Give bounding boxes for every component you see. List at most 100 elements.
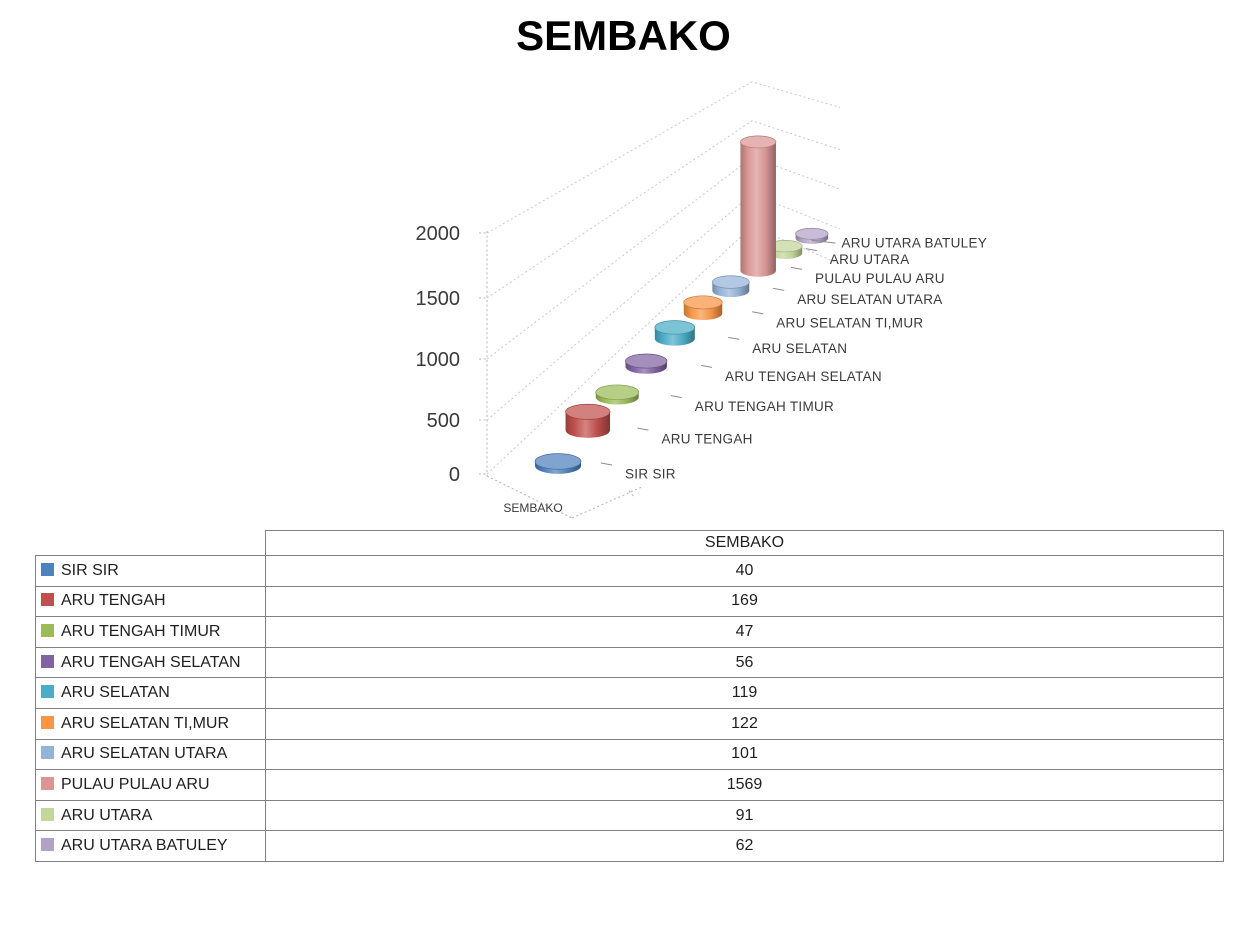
- series-label-tick: [700, 364, 713, 368]
- legend-swatch: [41, 838, 54, 852]
- series-axis-line: [571, 486, 643, 519]
- cylinder-aru-tengah: [565, 403, 611, 438]
- series-label-tick: [752, 311, 764, 315]
- table-row: ARU TENGAH TIMUR 47: [35, 616, 1224, 648]
- series-label-sir-sir: SIR SIR: [625, 467, 676, 482]
- row-value-cell: 119: [265, 677, 1224, 709]
- series-label-aru-tengah-selatan: ARU TENGAH SELATAN: [725, 369, 882, 384]
- series-label-aru-selatan-utara: ARU SELATAN UTARA: [797, 292, 942, 307]
- cylinder-side: [683, 302, 723, 321]
- row-label: PULAU PULAU ARU: [61, 775, 210, 793]
- legend-swatch: [41, 623, 54, 637]
- series-axis-tick: [628, 490, 636, 499]
- row-value-cell: 169: [265, 585, 1224, 618]
- row-label: ARU SELATAN: [61, 684, 170, 702]
- legend-swatch: [41, 654, 54, 668]
- gridline: [486, 81, 841, 234]
- series-labels: SIR SIR ARU TENGAH ARU TENGAH TIMUR ARU TEN…: [600, 236, 987, 482]
- table-row: SIR SIR 40: [35, 555, 1224, 587]
- cylinder-aru-selatan-utara: [711, 275, 750, 298]
- row-label-cell: ARU TENGAH TIMUR: [35, 616, 266, 648]
- series-label-aru-utara: ARU UTARA: [830, 252, 910, 267]
- row-value-cell: 47: [265, 616, 1224, 648]
- series-label-tick: [805, 248, 817, 252]
- cylinder-side: [654, 327, 695, 346]
- value-tick-label: 500: [427, 410, 460, 432]
- data-table: SEMBAKO SIR SIR 40 ARU TENGAH 169 ARU TENGAH…: [35, 530, 1224, 862]
- row-label-cell: ARU TENGAH SELATAN: [35, 646, 266, 679]
- legend-swatch: [41, 776, 54, 790]
- cylinder-side: [740, 141, 776, 277]
- legend-swatch: [41, 562, 54, 576]
- row-label: SIR SIR: [61, 561, 119, 579]
- cylinder-top: [683, 295, 723, 310]
- table-header-sembako: SEMBAKO: [265, 530, 1224, 556]
- cylinder-top: [740, 135, 777, 149]
- cylinder-pulau-pulau-aru: [740, 135, 777, 277]
- row-label-cell: ARU SELATAN: [35, 677, 266, 709]
- series-label-aru-utara-batuley: ARU UTARA BATULEY: [841, 236, 987, 251]
- row-label-cell: PULAU PULAU ARU: [35, 769, 266, 801]
- row-label-cell: ARU TENGAH: [35, 585, 266, 618]
- series-label-pulau-pulau-aru: PULAU PULAU ARU: [815, 271, 945, 286]
- series-label-aru-tengah-timur: ARU TENGAH TIMUR: [695, 399, 834, 414]
- series-label-tick: [600, 462, 613, 466]
- series-label-leader: [811, 239, 836, 244]
- cylinder-top: [534, 453, 582, 470]
- value-tick-label: 1000: [416, 349, 461, 371]
- series-label-tick: [728, 336, 740, 340]
- row-label: ARU SELATAN TI,MUR: [61, 714, 230, 732]
- chart-title: SEMBAKO: [516, 12, 731, 59]
- category-axis-label: SEMBAKO: [503, 501, 562, 515]
- table-header-blank-cell: [36, 531, 266, 556]
- legend-swatch: [41, 685, 54, 699]
- row-label: ARU SELATAN UTARA: [61, 745, 228, 763]
- series-label-tick: [790, 266, 803, 270]
- table-row: ARU TENGAH SELATAN 56: [35, 646, 1224, 679]
- row-label: ARU UTARA BATULEY: [61, 837, 228, 855]
- cylinder-top: [711, 275, 750, 289]
- cylinder-top: [654, 320, 696, 335]
- row-label-cell: ARU UTARA: [35, 799, 266, 832]
- row-value-cell: 62: [265, 830, 1224, 862]
- series-label-aru-tengah: ARU TENGAH: [661, 432, 752, 447]
- row-value-cell: 1569: [265, 769, 1224, 801]
- table-header-row: SEMBAKO: [36, 530, 1224, 556]
- cylinder-aru-tengah-timur: [595, 384, 640, 405]
- cylinder-top: [595, 384, 640, 400]
- cylinder-side: [565, 411, 611, 438]
- gridline: [486, 225, 841, 475]
- row-label-cell: ARU SELATAN TI,MUR: [35, 707, 266, 740]
- row-label-cell: SIR SIR: [35, 555, 266, 587]
- gridline: [486, 120, 841, 299]
- row-label: ARU TENGAH SELATAN: [61, 653, 241, 671]
- cylinder-top: [625, 353, 668, 369]
- cylinder-aru-tengah-selatan: [625, 353, 668, 374]
- row-label-cell: ARU SELATAN UTARA: [35, 738, 266, 771]
- cylinder-side: [712, 282, 750, 298]
- table-row: ARU TENGAH 169: [35, 585, 1224, 618]
- row-value-cell: 91: [265, 799, 1224, 832]
- series-label-tick: [773, 287, 785, 291]
- value-tick-label: 1500: [416, 288, 461, 310]
- value-tick-label: 2000: [416, 223, 461, 245]
- cylinder-side: [595, 392, 639, 405]
- cylinder-aru-selatan-ti-mur: [683, 295, 723, 321]
- category-axis-line: [486, 475, 573, 519]
- table-row: ARU SELATAN UTARA 101: [35, 738, 1224, 771]
- row-value-cell: 101: [265, 738, 1224, 771]
- table-row: ARU UTARA 91: [35, 799, 1224, 832]
- axis-lines: [479, 231, 643, 519]
- cylinder-top: [795, 227, 829, 240]
- value-axis-labels: 0 500 1000 1500 2000: [416, 223, 461, 486]
- cylinder-side: [625, 361, 667, 374]
- series-label-aru-selatan-ti-mur: ARU SELATAN TI,MUR: [776, 315, 923, 330]
- sembako-3d-cylinder-chart: SIR SIR ARU TENGAH ARU TENGAH TIMUR ARU TEN…: [416, 81, 987, 519]
- cylinder-sir-sir: [534, 453, 582, 474]
- cylinder-top: [565, 403, 611, 420]
- gridline: [486, 193, 841, 421]
- row-value-cell: 56: [265, 646, 1224, 679]
- legend-swatch: [41, 746, 54, 760]
- series-label-aru-selatan: ARU SELATAN: [752, 341, 847, 356]
